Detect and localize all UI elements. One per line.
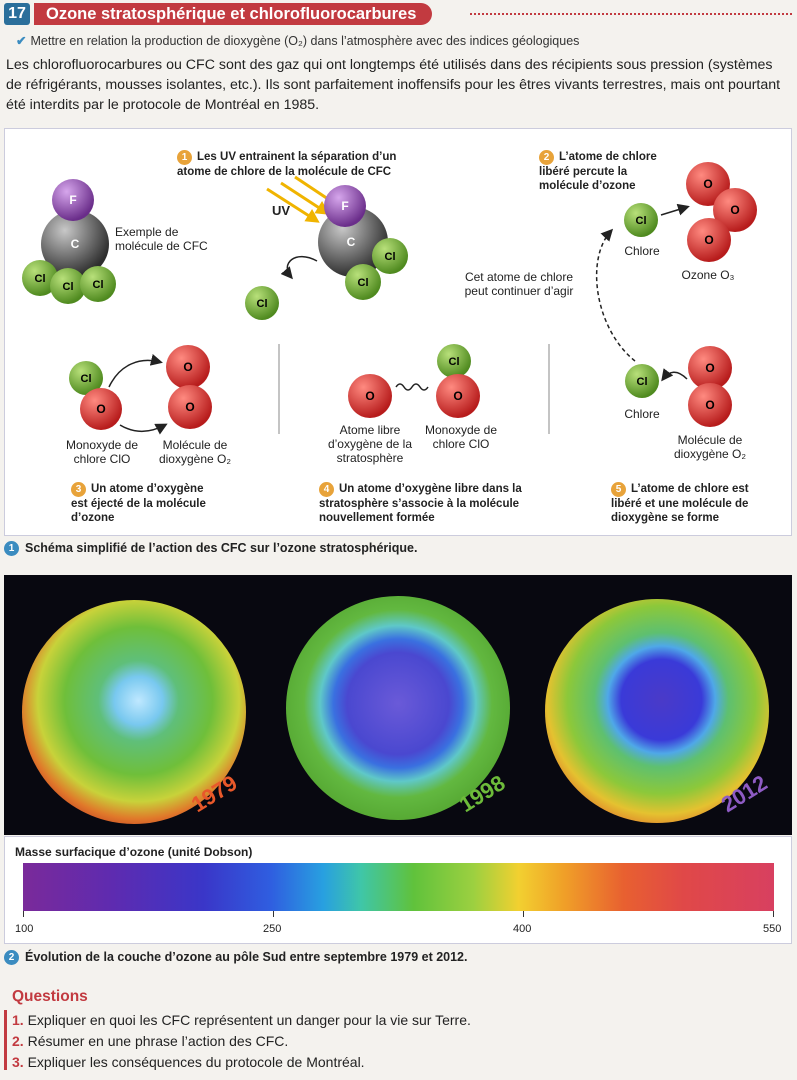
atom-label: Cl bbox=[35, 273, 46, 285]
objective-text: Mettre en relation la production de diox… bbox=[30, 34, 580, 48]
question-item: 2. Résumer en une phrase l’action des CF… bbox=[12, 1031, 471, 1052]
clo-label-2: Monoxyde de chlore ClO bbox=[424, 423, 498, 451]
cfc-diagram: F C Cl Cl Cl UV F C Cl Cl Cl bbox=[22, 162, 757, 435]
o2-label: Molécule de dioxygène O₂ bbox=[158, 438, 232, 466]
atom-label: O bbox=[96, 402, 105, 416]
step-3-text: Un atome d’oxygène est éjecté de la molé… bbox=[71, 483, 206, 524]
globe-2012 bbox=[545, 599, 769, 823]
doc1-caption-text: Schéma simplifié de l’action des CFC sur… bbox=[25, 541, 418, 555]
question-number: 3. bbox=[12, 1054, 24, 1070]
atom-label: O bbox=[705, 361, 714, 375]
question-number: 2. bbox=[12, 1033, 24, 1049]
atom-label: Cl bbox=[63, 281, 74, 293]
tick-label: 100 bbox=[15, 923, 34, 935]
chlorine-ozone-collision: Cl O O O bbox=[624, 162, 757, 262]
question-item: 1. Expliquer en quoi les CFC représenten… bbox=[12, 1010, 471, 1031]
globe-1979 bbox=[22, 600, 246, 824]
clo-and-o2: Cl O O O bbox=[69, 345, 212, 435]
step-number: 4 bbox=[319, 482, 334, 497]
atom-label: Cl bbox=[93, 279, 104, 291]
step-number: 5 bbox=[611, 482, 626, 497]
scale-ticks bbox=[23, 911, 774, 917]
caption-number: 1 bbox=[4, 541, 19, 557]
question-text: Résumer en une phrase l’action des CFC. bbox=[27, 1033, 289, 1049]
atom-label: O bbox=[704, 233, 713, 247]
questions-list: 1. Expliquer en quoi les CFC représenten… bbox=[12, 1010, 471, 1073]
doc2-caption-text: Évolution de la couche d’ozone au pôle S… bbox=[25, 950, 468, 964]
atom-label: O bbox=[730, 203, 739, 217]
step-5-text: L’atome de chlore est libéré et une molé… bbox=[611, 483, 749, 524]
free-oxygen-label: Atome libre d’oxygène de la stratosphère bbox=[327, 423, 413, 465]
questions-bar bbox=[4, 1010, 7, 1070]
step-number: 2 bbox=[539, 150, 554, 165]
step-number: 1 bbox=[177, 150, 192, 165]
tick-label: 550 bbox=[763, 923, 782, 935]
ozone-colorbar bbox=[23, 863, 774, 911]
ozone-hole-images: 1979 1998 2012 bbox=[4, 575, 792, 835]
atom-label: C bbox=[71, 237, 80, 251]
cfc-molecule: F C Cl Cl Cl bbox=[22, 179, 116, 304]
atom-label: F bbox=[69, 193, 76, 207]
oxygen-binds-clo: O Cl O bbox=[348, 344, 480, 418]
atom-label: Cl bbox=[257, 298, 268, 310]
question-number: 1. bbox=[12, 1012, 24, 1028]
question-text: Expliquer les conséquences du protocole … bbox=[27, 1054, 365, 1070]
chlorine-label-2: Chlore bbox=[624, 407, 660, 421]
atom-label: O bbox=[365, 389, 374, 403]
question-text: Expliquer en quoi les CFC représentent u… bbox=[27, 1012, 471, 1028]
atom-label: Cl bbox=[636, 215, 647, 227]
atom-label: Cl bbox=[81, 373, 92, 385]
step-1-text: Les UV entrainent la séparation d’un ato… bbox=[177, 151, 397, 178]
recycle-arrow bbox=[595, 228, 636, 362]
ozone-scale-panel: Masse surfacique d’ozone (unité Dobson) … bbox=[4, 836, 792, 944]
clo-label: Monoxyde de chlore ClO bbox=[65, 438, 139, 466]
step-2: 2 L’atome de chlore libéré percute la mol… bbox=[539, 150, 669, 193]
atom-label: O bbox=[705, 398, 714, 412]
atom-label: Cl bbox=[385, 251, 396, 263]
page-title: Ozone stratosphérique et chlorofluorocar… bbox=[34, 3, 433, 25]
step-5: 5 L’atome de chlore est libéré et une mol… bbox=[611, 482, 771, 525]
title-dotted-rule bbox=[470, 13, 792, 15]
intro-paragraph: Les chlorofluorocarbures ou CFC sont des… bbox=[6, 57, 781, 113]
atom-label: Cl bbox=[637, 376, 648, 388]
chlorine-freed-o2: Cl O O bbox=[625, 346, 732, 427]
tick-label: 400 bbox=[513, 923, 532, 935]
cfc-splitting-molecule: F C Cl Cl Cl bbox=[245, 185, 408, 320]
uv-label: UV bbox=[272, 203, 290, 218]
check-icon: ✔ bbox=[16, 34, 27, 48]
step-4-text: Un atome d’oxygène libre dans la stratos… bbox=[319, 483, 522, 524]
tick-label: 250 bbox=[263, 923, 282, 935]
atom-label: F bbox=[341, 199, 348, 213]
atom-label: C bbox=[347, 235, 356, 249]
question-item: 3. Expliquer les conséquences du protoco… bbox=[12, 1052, 471, 1073]
cfc-example-label: Exemple de molécule de CFC bbox=[115, 225, 208, 253]
step-4: 4 Un atome d’oxygène libre dans la strato… bbox=[319, 482, 529, 525]
objective: ✔ Mettre en relation la production de dio… bbox=[16, 33, 579, 48]
continue-label: Cet atome de chlore peut continuer d’agi… bbox=[464, 270, 574, 298]
scale-title: Masse surfacique d’ozone (unité Dobson) bbox=[15, 845, 253, 859]
atom-label: O bbox=[453, 389, 462, 403]
o2-label-2: Molécule de dioxygène O₂ bbox=[673, 433, 747, 461]
chlorine-label: Chlore bbox=[624, 244, 660, 258]
atom-label: Cl bbox=[358, 277, 369, 289]
step-2-text: L’atome de chlore libéré percute la molé… bbox=[539, 151, 657, 192]
section-number: 17 bbox=[4, 3, 30, 25]
step-3: 3 Un atome d’oxygène est éjecté de la mol… bbox=[71, 482, 221, 525]
atom-label: O bbox=[185, 400, 194, 414]
caption-number: 2 bbox=[4, 950, 19, 966]
step-number: 3 bbox=[71, 482, 86, 497]
globe-1998 bbox=[286, 596, 510, 820]
atom-label: Cl bbox=[449, 356, 460, 368]
questions-title: Questions bbox=[12, 988, 88, 1005]
ozone-label: Ozone O₃ bbox=[681, 268, 735, 282]
cfc-diagram-panel: F C Cl Cl Cl UV F C Cl Cl Cl bbox=[4, 128, 792, 536]
doc2-caption: 2 Évolution de la couche d’ozone au pôle … bbox=[4, 950, 468, 966]
step-1: 1 Les UV entrainent la séparation d’un at… bbox=[177, 150, 427, 179]
doc1-caption: 1 Schéma simplifié de l’action des CFC su… bbox=[4, 541, 418, 557]
atom-label: O bbox=[183, 360, 192, 374]
ozone-globes bbox=[22, 596, 769, 824]
atom-label: O bbox=[703, 177, 712, 191]
